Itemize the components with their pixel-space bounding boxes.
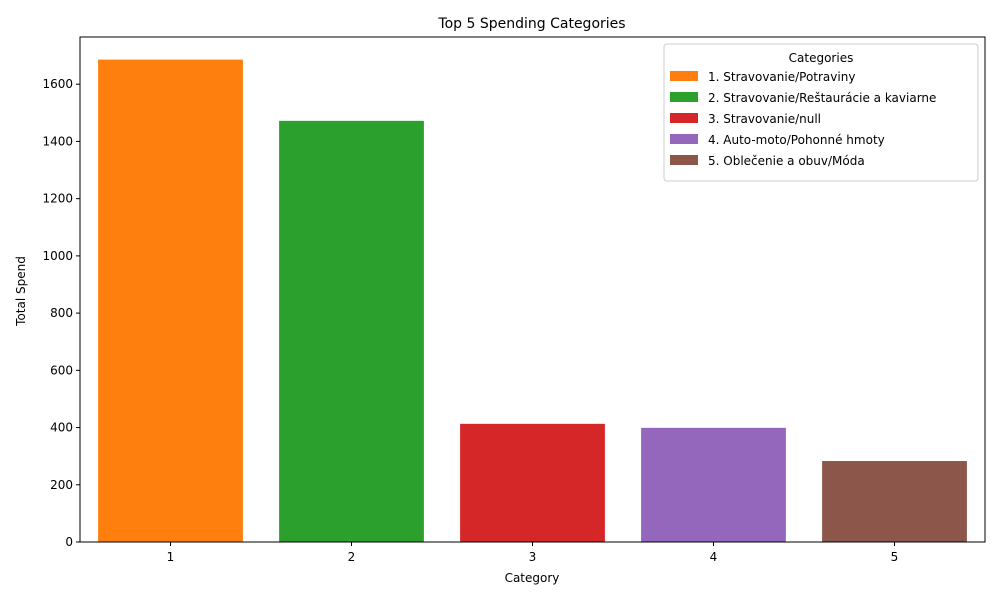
y-tick-label: 1200: [42, 192, 73, 206]
y-tick-label: 200: [50, 478, 73, 492]
legend-swatch: [670, 113, 698, 123]
x-tick-label: 1: [167, 550, 175, 564]
legend: Categories 1. Stravovanie/Potraviny 2. Str…: [663, 43, 979, 182]
y-tick-label: 1000: [42, 249, 73, 263]
x-tick-label: 5: [891, 550, 899, 564]
y-axis-label: Total Spend: [14, 256, 28, 327]
x-tick-label: 3: [529, 550, 537, 564]
bar-5: [822, 461, 967, 542]
legend-swatch: [670, 92, 698, 102]
y-tick-label: 1600: [42, 77, 73, 91]
bar-4: [641, 427, 786, 542]
x-tick-label: 2: [348, 550, 356, 564]
bar-3: [460, 423, 605, 542]
bars-layer: [98, 59, 967, 543]
bar-1: [98, 59, 243, 543]
y-tick-label: 400: [50, 421, 73, 435]
legend-box: [663, 43, 979, 182]
legend-entry: 5. Oblečenie a obuv/Móda: [708, 154, 865, 168]
legend-swatch: [670, 134, 698, 144]
x-axis-label: Category: [505, 571, 560, 585]
axes-layer: 0 200 400 600 800 1000 1200 1400 1600 1 2 3 4 5: [42, 36, 986, 564]
x-tick-label: 4: [710, 550, 718, 564]
y-tick-label: 1400: [42, 134, 73, 148]
legend-entry: 1. Stravovanie/Potraviny: [708, 70, 855, 84]
bar-2: [279, 120, 424, 543]
legend-entry: 3. Stravovanie/null: [708, 112, 821, 126]
legend-swatch: [670, 155, 698, 165]
chart-title: Top 5 Spending Categories: [437, 16, 625, 32]
legend-entry: 4. Auto-moto/Pohonné hmoty: [708, 133, 885, 147]
y-tick-label: 800: [50, 306, 73, 320]
legend-title: Categories: [789, 51, 854, 65]
legend-entry: 2. Stravovanie/Reštaurácie a kaviarne: [708, 91, 936, 105]
legend-swatch: [670, 71, 698, 81]
y-tick-label: 0: [65, 535, 73, 549]
y-tick-label: 600: [50, 363, 73, 377]
